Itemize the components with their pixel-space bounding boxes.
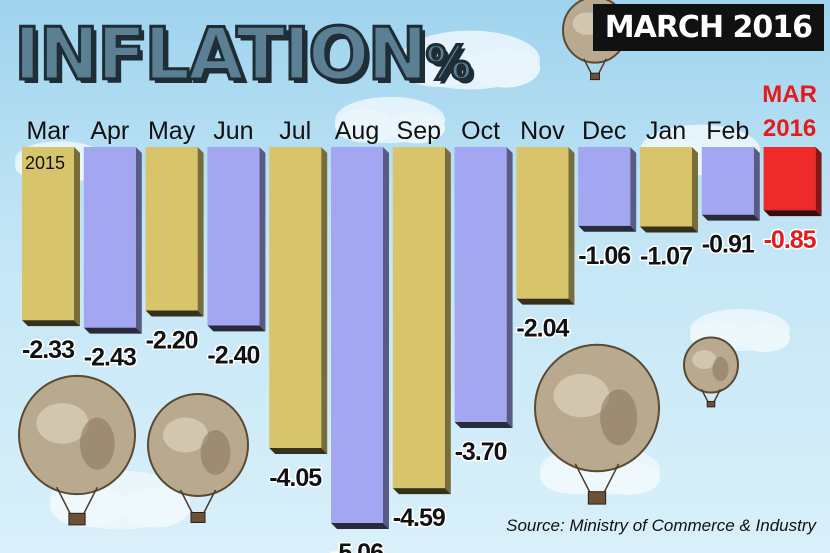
value-label: -4.59 (393, 504, 445, 532)
bar-group (83, 147, 142, 334)
category-label: May (148, 117, 196, 145)
category-label: Feb (706, 117, 749, 145)
chart-title: INFLATION% (13, 17, 474, 92)
bar (701, 147, 754, 215)
bar-bottom (145, 310, 204, 317)
bar-side (383, 147, 389, 529)
category-label: MAR (762, 81, 817, 108)
value-label: -2.20 (146, 326, 198, 354)
value-label: -0.85 (764, 226, 817, 254)
bar (763, 147, 816, 211)
year-label: 2016 (763, 115, 816, 142)
value-label: -3.70 (455, 438, 507, 466)
bar-group (516, 147, 575, 305)
category-label: Jun (213, 117, 253, 145)
bar (269, 147, 322, 448)
bar-side (197, 147, 204, 317)
category-label: Aug (335, 117, 379, 145)
bar-side (753, 147, 760, 221)
bar-bottom (331, 523, 389, 529)
bar (331, 147, 383, 523)
bar (207, 147, 260, 326)
bar-side (692, 147, 698, 233)
bar-group (22, 147, 80, 327)
value-label: -0.91 (702, 231, 755, 259)
balloon (18, 374, 136, 526)
bar (145, 147, 198, 311)
bar-group (269, 147, 328, 454)
balloon (683, 336, 739, 408)
bar-group (454, 147, 513, 428)
bar-side (506, 147, 513, 428)
category-label: Mar (26, 117, 69, 145)
bar-bottom (22, 320, 80, 327)
bar-side (321, 147, 328, 454)
bar-bottom (207, 325, 266, 332)
cloud (400, 30, 540, 90)
category-label: Nov (520, 117, 565, 145)
bar-bottom (269, 447, 328, 454)
value-label: -4.05 (269, 464, 322, 492)
bar (454, 147, 507, 422)
bar-side (444, 147, 451, 495)
bar (392, 147, 445, 489)
category-label: Oct (461, 117, 500, 145)
bar (83, 147, 136, 328)
bar-group (763, 147, 822, 217)
balloon (534, 343, 660, 505)
value-label: -2.33 (22, 336, 74, 364)
bar (578, 147, 631, 226)
balloon (147, 393, 249, 523)
value-label: -2.43 (84, 344, 136, 372)
bar-side (568, 147, 575, 305)
bar-group (145, 147, 204, 317)
bar-group (207, 147, 266, 332)
category-label: Jan (646, 117, 686, 145)
value-label: -2.04 (516, 315, 569, 343)
bar-group (578, 147, 637, 232)
source-note: Source: Ministry of Commerce & Industry (506, 516, 816, 535)
bar-bottom (83, 327, 142, 334)
value-label: -1.07 (640, 243, 692, 271)
bar-side (630, 147, 637, 232)
bar-group (701, 147, 760, 221)
bar-bottom (701, 214, 760, 221)
bar-bottom (578, 225, 637, 232)
category-label: Jul (279, 117, 311, 145)
bar-side (135, 147, 142, 334)
category-label: Dec (582, 117, 626, 145)
value-label: -1.06 (578, 242, 630, 270)
value-label: -2.40 (207, 341, 259, 369)
bar (516, 147, 569, 299)
bar-group (392, 147, 451, 495)
bar-side (815, 147, 822, 217)
title-suffix: % (424, 36, 473, 90)
cloud (335, 96, 445, 144)
value-label: -5.06 (331, 539, 383, 553)
bar (640, 147, 692, 227)
bar-side (74, 147, 80, 327)
bar-bottom (454, 421, 513, 428)
bar-bottom (516, 298, 575, 305)
bar-bottom (392, 488, 451, 495)
bar-group (640, 147, 698, 233)
year-label: 2015 (25, 153, 65, 173)
bar-side (259, 147, 266, 332)
bar-bottom (640, 226, 698, 233)
category-label: Sep (397, 117, 441, 145)
date-badge: MARCH 2016 (592, 4, 824, 51)
title-text: INFLATION (13, 12, 430, 96)
bar-group (331, 147, 389, 529)
category-label: Apr (90, 117, 129, 145)
bar-bottom (763, 210, 822, 217)
bar (22, 147, 74, 321)
